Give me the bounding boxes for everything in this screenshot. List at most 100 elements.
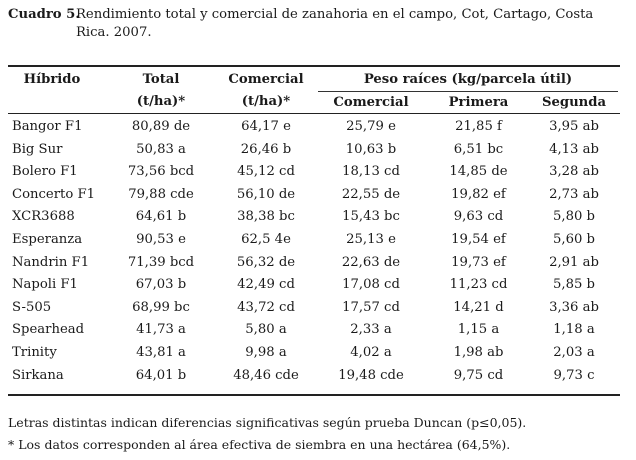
cell-comercial: 62,5 4e xyxy=(241,232,291,247)
cell-peso-comercial: 4,02 a xyxy=(350,345,392,360)
cell-peso-primera: 19,73 ef xyxy=(451,254,506,270)
cell-comercial: 38,38 bc xyxy=(237,209,295,225)
table-row: S-505 68,99 bc 43,72 cd 17,57 cd 14,21 d 3,36… xyxy=(8,300,620,322)
cell-peso-comercial: 15,43 bc xyxy=(342,209,400,225)
cell-peso-primera: 19,54 ef xyxy=(451,232,506,247)
header-total: Total xyxy=(142,72,180,87)
cell-peso-primera: 19,82 ef xyxy=(451,186,506,202)
cell-peso-primera: 1,15 a xyxy=(457,322,500,338)
cell-peso-comercial: 22,63 de xyxy=(341,254,401,270)
footnote-area: * Los datos corresponden al área efectiv… xyxy=(8,437,511,452)
cell-peso-comercial: 17,08 cd xyxy=(342,277,400,293)
cell-total: 68,99 bc xyxy=(132,299,190,315)
cell-comercial: 42,49 cd xyxy=(237,277,295,293)
cell-total: 50,83 a xyxy=(136,141,186,157)
table-row: Bangor F1 80,89 de 64,17 e 25,79 e 21,85 f 3,… xyxy=(8,119,620,141)
cell-comercial: 56,10 de xyxy=(236,186,296,202)
cell-comercial: 56,32 de xyxy=(236,254,296,270)
cell-peso-comercial: 2,33 a xyxy=(350,322,392,338)
cell-peso-comercial: 25,13 e xyxy=(346,232,396,247)
header-peso-segunda: Segunda xyxy=(541,95,607,110)
cell-total: 43,81 a xyxy=(136,345,186,360)
cell-comercial: 43,72 cd xyxy=(237,299,295,315)
cell-peso-comercial: 18,13 cd xyxy=(342,164,400,180)
top-rule xyxy=(8,65,620,67)
table-row: Trinity 43,81 a 9,98 a 4,02 a 1,98 ab 2,03 a xyxy=(8,345,620,367)
header-peso-primera: Primera xyxy=(448,95,509,110)
cell-peso-comercial: 10,63 b xyxy=(345,141,397,157)
cell-total: 90,53 e xyxy=(136,232,186,247)
cell-peso-segunda: 3,28 ab xyxy=(549,164,599,180)
cell-peso-segunda: 2,03 a xyxy=(553,345,595,360)
header-peso-comercial: Comercial xyxy=(333,95,409,110)
table-row: Bolero F1 73,56 bcd 45,12 cd 18,13 cd 14,85 … xyxy=(8,164,620,186)
cell-peso-primera: 14,21 d xyxy=(453,299,504,315)
table-row: Concerto F1 79,88 cde 56,10 de 22,55 de 19,8… xyxy=(8,187,620,209)
cell-total: 64,61 b xyxy=(135,209,187,225)
table-row: Big Sur 50,83 a 26,46 b 10,63 b 6,51 bc 4,13 … xyxy=(8,142,620,164)
cell-peso-primera: 21,85 f xyxy=(455,119,502,134)
cell-peso-primera: 6,51 bc xyxy=(453,141,504,157)
cell-total: 71,39 bcd xyxy=(127,254,195,270)
cell-peso-comercial: 22,55 de xyxy=(341,186,401,202)
cell-total: 80,89 de xyxy=(131,119,191,134)
table-row: Napoli F1 67,03 b 42,49 cd 17,08 cd 11,23 cd… xyxy=(8,277,620,299)
cell-peso-primera: 9,75 cd xyxy=(453,367,504,383)
table-row: Nandrin F1 71,39 bcd 56,32 de 22,63 de 19,73… xyxy=(8,255,620,277)
cell-total: 79,88 cde xyxy=(128,186,194,202)
cell-hibrido: XCR3688 xyxy=(12,209,75,225)
header-comercial-unit: (t/ha)* xyxy=(241,94,291,109)
cell-peso-primera: 11,23 cd xyxy=(449,277,508,293)
cell-hibrido: Spearhead xyxy=(12,322,85,338)
header-peso: Peso raíces (kg/parcela útil) xyxy=(363,72,573,87)
table-row: Sirkana 64,01 b 48,46 cde 19,48 cde 9,75 cd 9… xyxy=(8,368,620,390)
cell-hibrido: Sirkana xyxy=(12,367,64,383)
cell-comercial: 45,12 cd xyxy=(237,164,295,180)
cell-total: 41,73 a xyxy=(136,322,186,338)
cell-total: 67,03 b xyxy=(135,277,187,293)
cell-hibrido: Bolero F1 xyxy=(12,164,78,180)
table-row: XCR3688 64,61 b 38,38 bc 15,43 bc 9,63 cd 5,8… xyxy=(8,209,620,231)
table-row: Esperanza 90,53 e 62,5 4e 25,13 e 19,54 ef 5,… xyxy=(8,232,620,254)
cell-hibrido: Trinity xyxy=(12,345,57,360)
cell-peso-comercial: 19,48 cde xyxy=(338,367,404,383)
cell-comercial: 9,98 a xyxy=(245,345,287,360)
cell-peso-segunda: 2,91 ab xyxy=(549,254,599,270)
bottom-rule xyxy=(8,394,620,396)
cell-hibrido: S-505 xyxy=(12,299,52,315)
caption-text: Rendimiento total y comercial de zanahor… xyxy=(76,7,594,40)
cell-hibrido: Bangor F1 xyxy=(12,119,83,134)
cell-peso-comercial: 25,79 e xyxy=(346,119,396,134)
cell-peso-segunda: 5,80 b xyxy=(553,209,595,225)
cell-hibrido: Concerto F1 xyxy=(12,186,95,202)
cell-peso-segunda: 5,85 b xyxy=(553,277,595,293)
cell-comercial: 5,80 a xyxy=(245,322,287,338)
cell-hibrido: Esperanza xyxy=(12,232,83,247)
footnote-duncan: Letras distintas indican diferencias sig… xyxy=(8,415,527,430)
cell-peso-comercial: 17,57 cd xyxy=(342,299,400,315)
cell-peso-segunda: 9,73 c xyxy=(553,367,595,383)
cell-peso-primera: 1,98 ab xyxy=(453,345,504,360)
cell-peso-segunda: 4,13 ab xyxy=(549,141,599,157)
cell-comercial: 26,46 b xyxy=(240,141,292,157)
table-row: Spearhead 41,73 a 5,80 a 2,33 a 1,15 a 1,18 a xyxy=(8,322,620,344)
peso-subrule xyxy=(318,91,618,92)
cell-total: 73,56 bcd xyxy=(127,164,195,180)
cell-peso-primera: 9,63 cd xyxy=(453,209,504,225)
header-hibrido: Híbrido xyxy=(23,72,81,87)
cell-total: 64,01 b xyxy=(135,367,187,383)
cell-peso-segunda: 3,36 ab xyxy=(549,299,599,315)
cell-hibrido: Big Sur xyxy=(12,141,63,157)
cell-hibrido: Napoli F1 xyxy=(12,277,78,293)
cell-hibrido: Nandrin F1 xyxy=(12,254,90,270)
header-comercial: Comercial xyxy=(228,72,304,87)
caption-label: Cuadro 5. xyxy=(8,7,80,22)
cell-peso-primera: 14,85 de xyxy=(449,164,508,180)
header-rule xyxy=(8,113,620,114)
cell-comercial: 48,46 cde xyxy=(233,367,299,383)
header-total-unit: (t/ha)* xyxy=(136,94,186,109)
cell-peso-segunda: 1,18 a xyxy=(553,322,595,338)
cell-peso-segunda: 2,73 ab xyxy=(549,186,599,202)
cell-peso-segunda: 5,60 b xyxy=(553,232,595,247)
cell-peso-segunda: 3,95 ab xyxy=(549,119,599,134)
